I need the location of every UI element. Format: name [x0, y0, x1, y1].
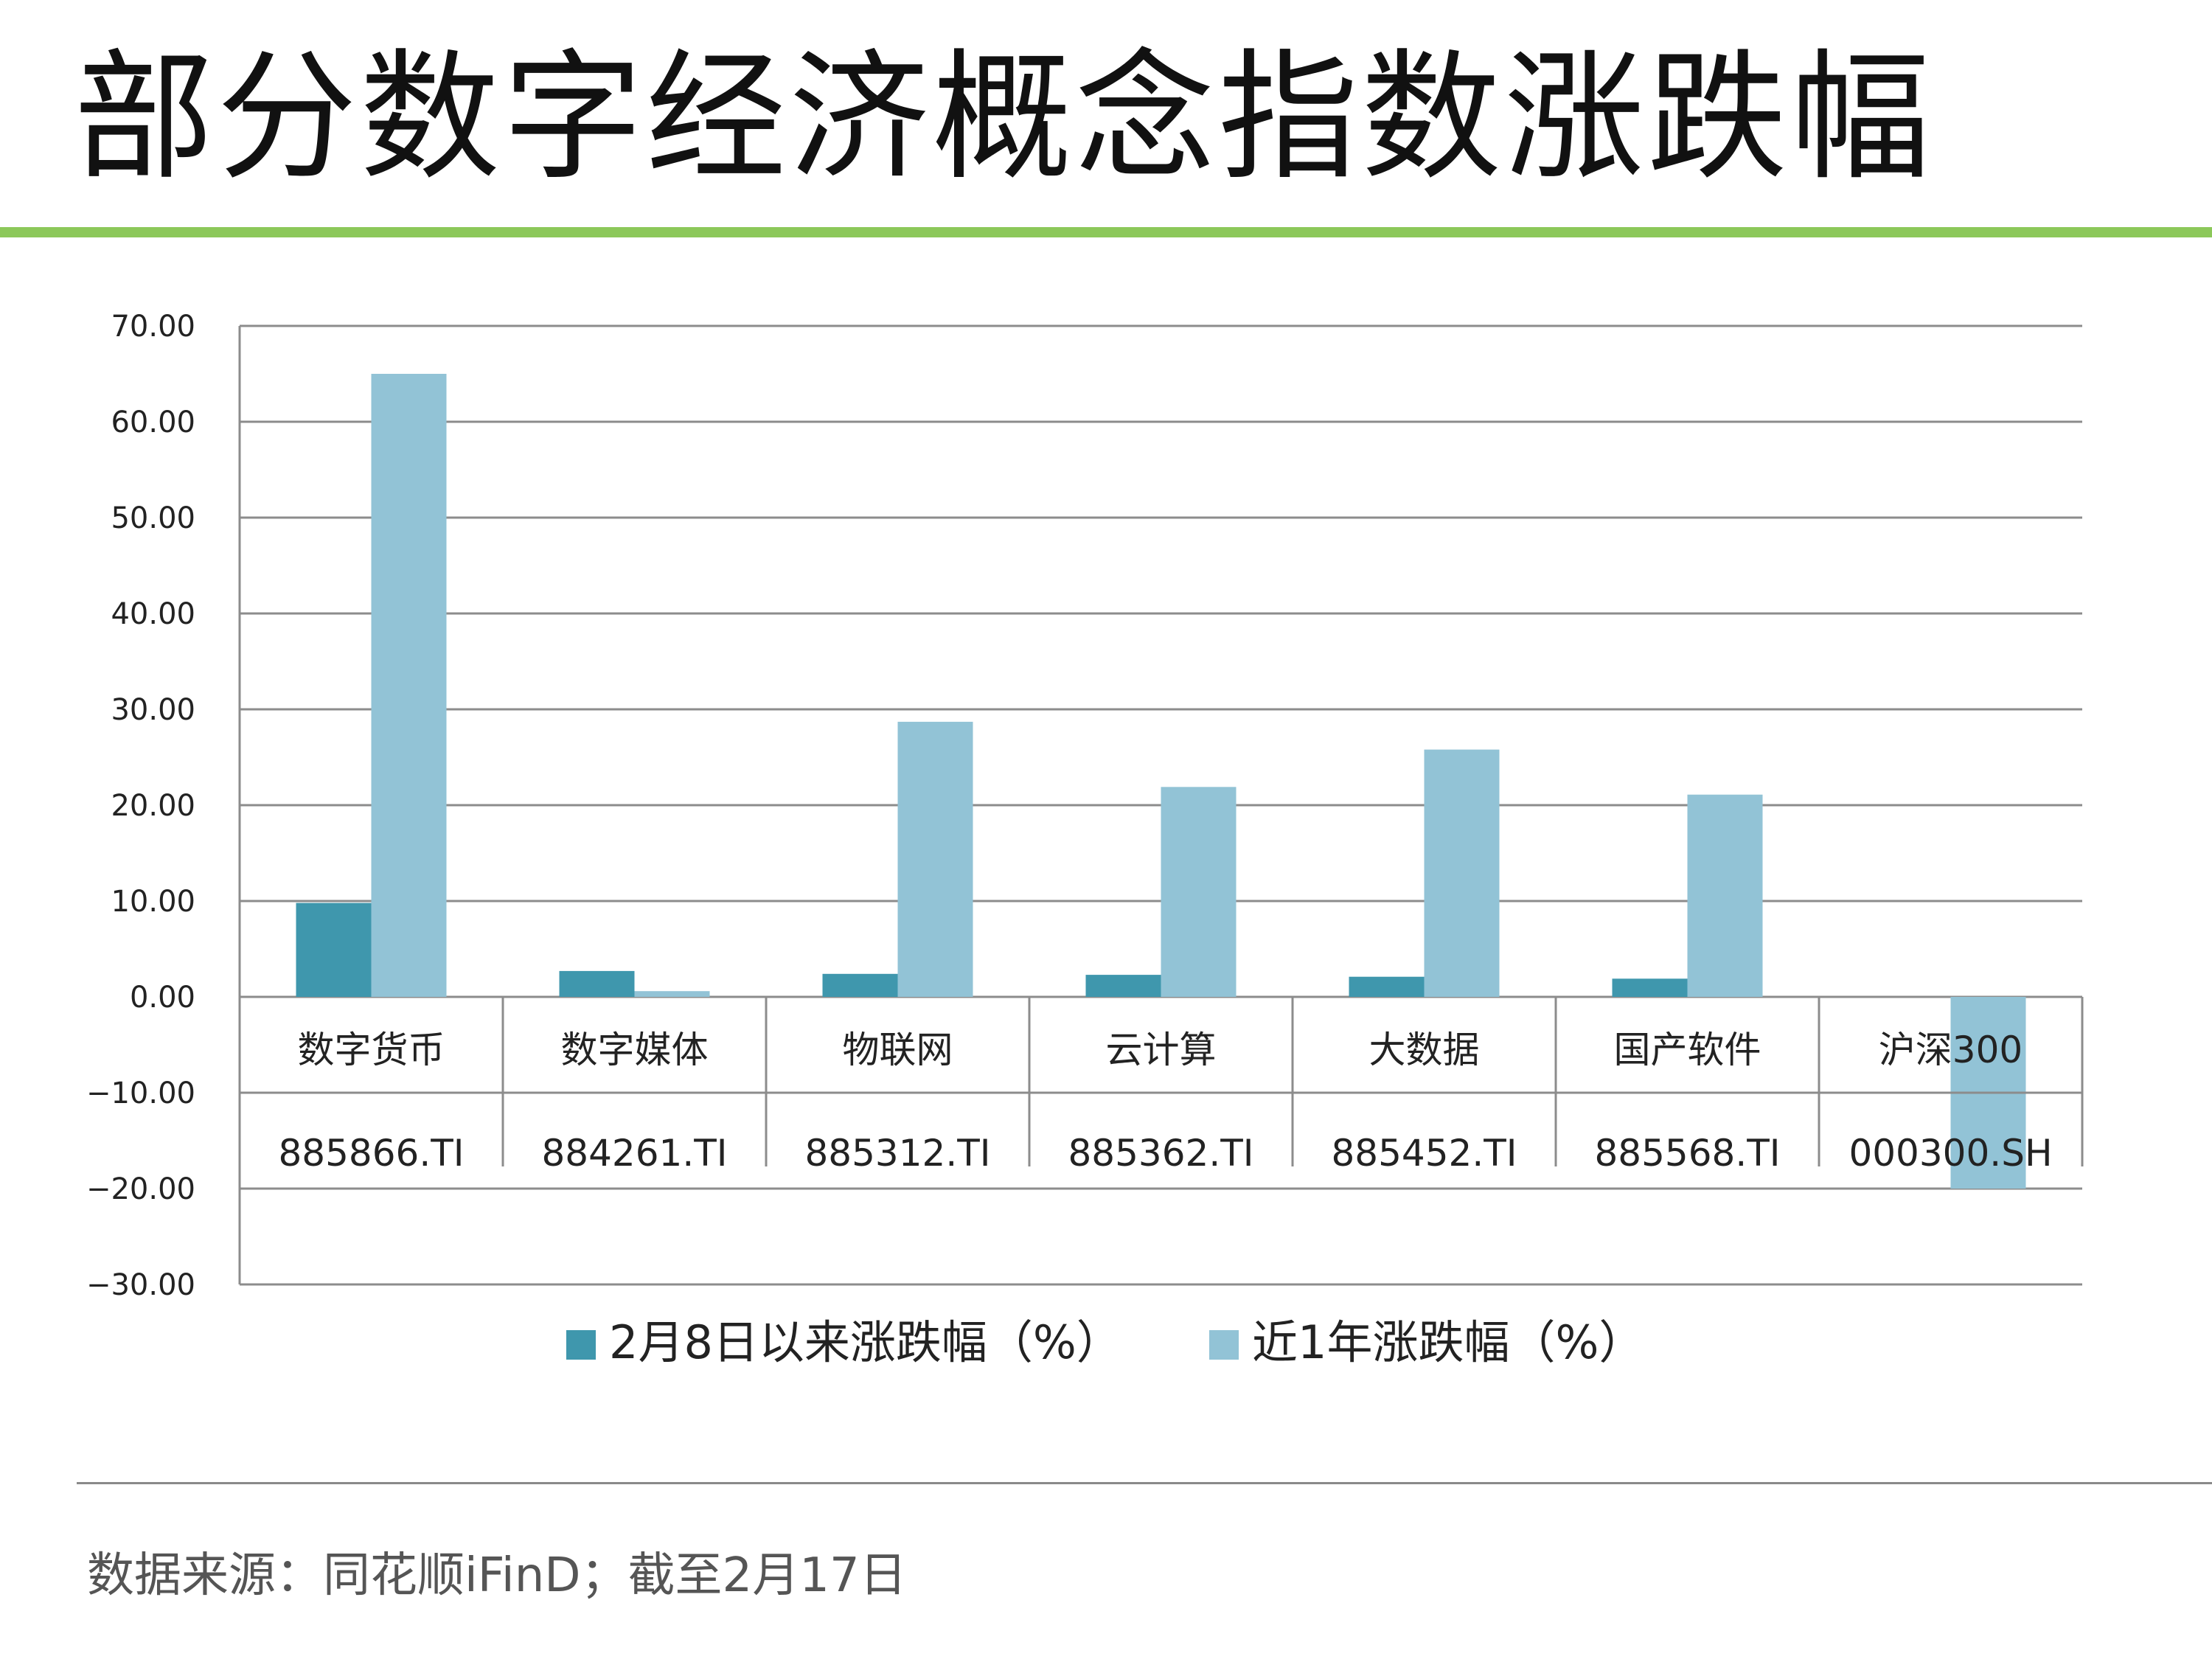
category-code: 000300.SH: [1848, 1132, 2052, 1175]
bar-chart: 70.00 60.00 50.00 40.00 30.00 20.00 10.00 0.00 −…: [86, 310, 2084, 1369]
y-tick-label: 40.00: [111, 597, 195, 631]
category-label: 云计算: [1106, 1029, 1217, 1071]
y-tick-label: 70.00: [111, 310, 195, 344]
y-axis-ticks: 70.00 60.00 50.00 40.00 30.00 20.00 10.00 0.00 −…: [86, 310, 195, 1302]
legend: 2月8日以来涨跌幅（%） 近1年涨跌幅（%）: [566, 1315, 1644, 1369]
title-underline: [0, 227, 2212, 237]
data-source-note: 数据来源：同花顺iFinD；截至2月17日: [87, 1548, 907, 1603]
y-tick-label: −20.00: [86, 1172, 195, 1206]
category-table: 数字货币 885866.TI 数字媒体 884261.TI 物联网 885312.TI 云计…: [238, 997, 2084, 1175]
category-label: 数字媒体: [561, 1029, 709, 1071]
category-code: 885312.TI: [804, 1132, 990, 1175]
y-tick-label: 60.00: [111, 406, 195, 439]
bar-one-year: [1161, 787, 1237, 997]
footer-divider: [77, 1482, 2212, 1484]
bar-one-year: [1424, 749, 1500, 997]
y-tick-label: −30.00: [86, 1268, 195, 1302]
bar-one-year: [371, 374, 447, 997]
category-code: 884261.TI: [541, 1132, 727, 1175]
category-label: 大数据: [1369, 1029, 1480, 1071]
bar-since-feb8: [296, 902, 372, 997]
bar-one-year: [634, 991, 710, 997]
category-label: 国产软件: [1614, 1029, 1761, 1071]
legend-label-since-feb8: 2月8日以来涨跌幅（%）: [609, 1315, 1122, 1369]
y-tick-label: 0.00: [130, 981, 195, 1015]
bar-since-feb8: [1612, 978, 1688, 997]
bar-since-feb8: [1349, 976, 1425, 997]
category-code: 885362.TI: [1068, 1132, 1253, 1175]
y-tick-label: 50.00: [111, 501, 195, 535]
page-title: 部分数字经济概念指数涨跌幅: [74, 36, 1934, 199]
legend-swatch-since-feb8: [566, 1330, 596, 1360]
category-label: 数字货币: [298, 1029, 445, 1071]
bar-since-feb8: [559, 970, 635, 997]
legend-swatch-one-year: [1209, 1330, 1239, 1360]
category-label: 物联网: [843, 1029, 953, 1071]
category-code: 885568.TI: [1594, 1132, 1780, 1175]
bar-since-feb8: [822, 973, 898, 997]
y-tick-label: −10.00: [86, 1077, 195, 1110]
y-tick-label: 20.00: [111, 789, 195, 823]
legend-label-one-year: 近1年涨跌幅（%）: [1252, 1315, 1644, 1369]
y-tick-label: 30.00: [111, 693, 195, 727]
bar-one-year: [1687, 794, 1763, 997]
category-code: 885452.TI: [1331, 1132, 1517, 1175]
bar-one-year: [897, 721, 973, 997]
y-tick-label: 10.00: [111, 885, 195, 919]
category-code: 885866.TI: [278, 1132, 464, 1175]
category-label: 沪深300: [1879, 1029, 2023, 1071]
bar-since-feb8: [1085, 975, 1161, 997]
